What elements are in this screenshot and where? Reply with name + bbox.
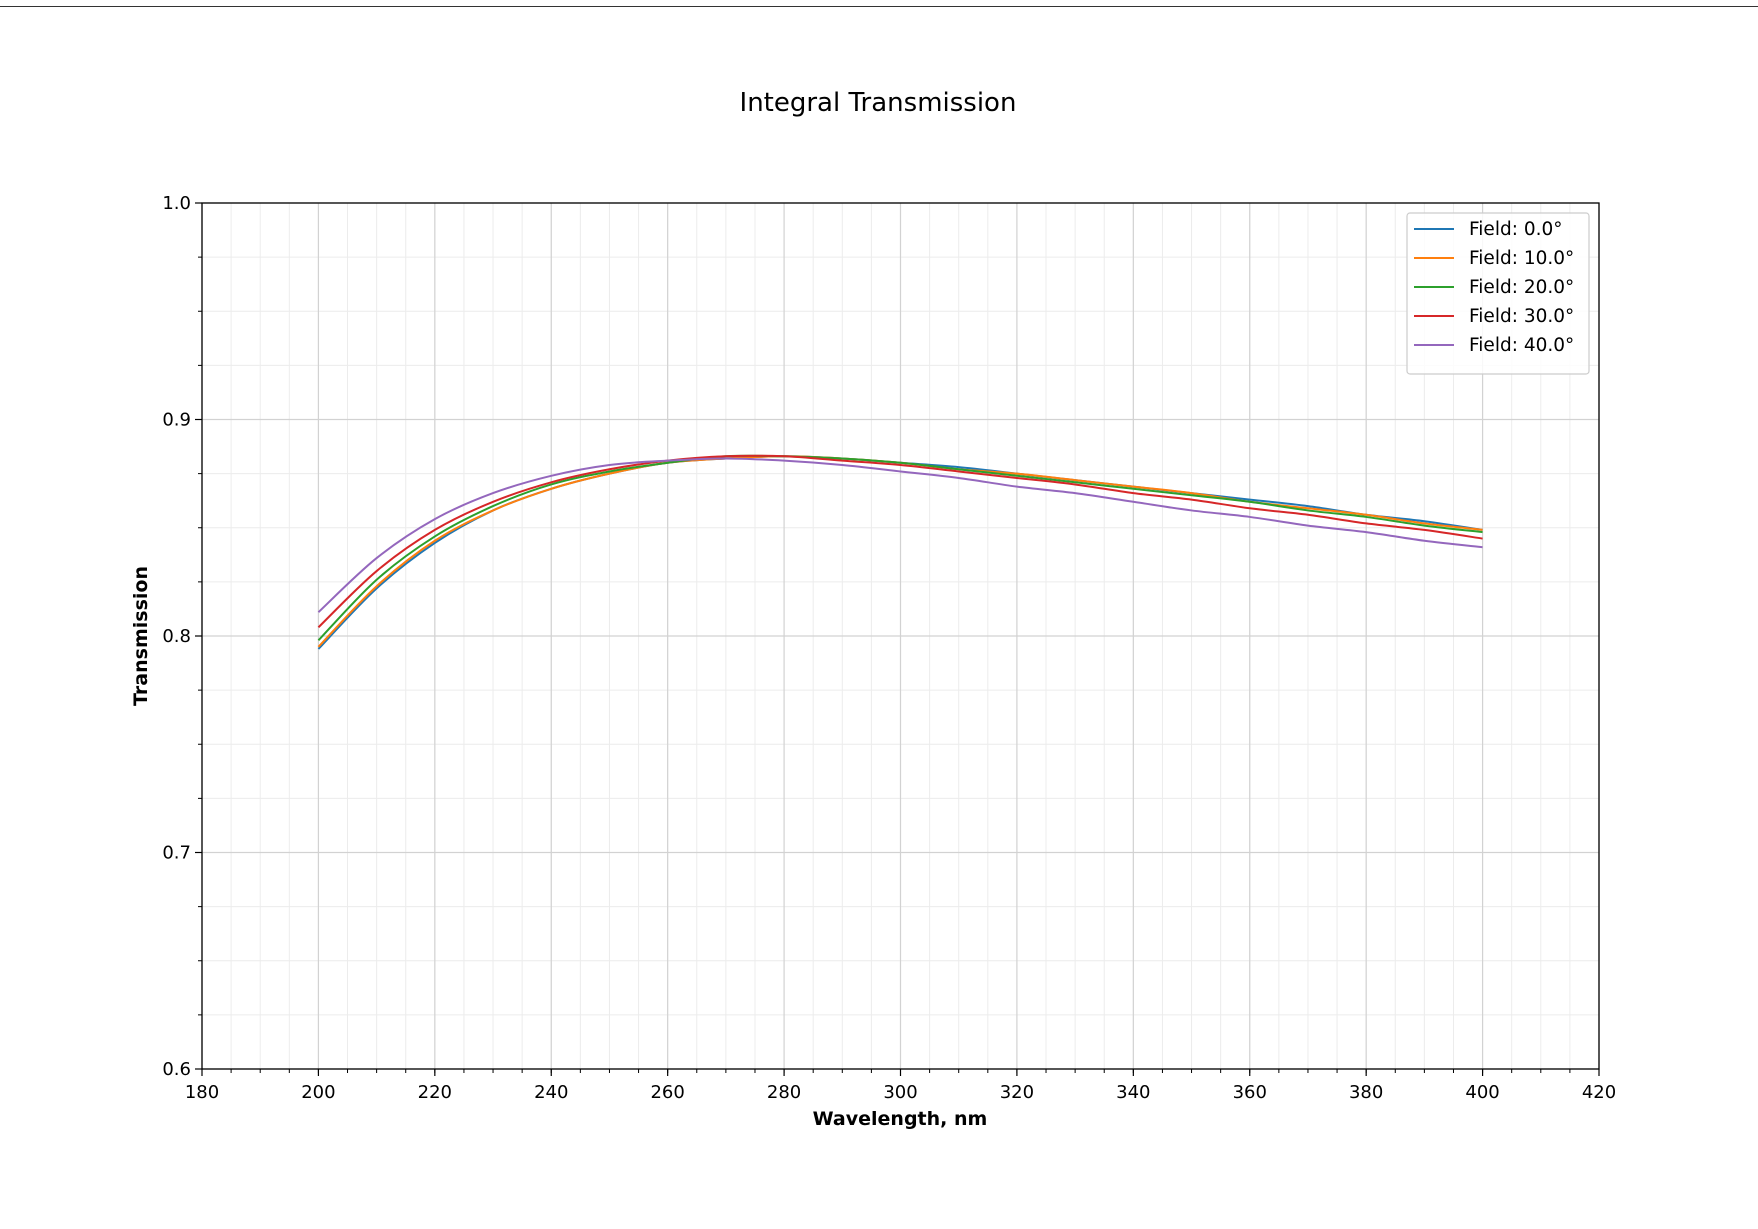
x-tick-label: 260 — [650, 1082, 684, 1103]
top-border-line — [0, 6, 1758, 7]
tick-labels: 180 200 220 240 260 280 300 320 340 360 380 400 420 0… — [162, 193, 1616, 1103]
x-tick-label: 200 — [301, 1082, 335, 1103]
series-line-2 — [317, 454, 1483, 642]
series-line-4 — [317, 457, 1483, 613]
y-tick-label: 0.9 — [162, 410, 191, 431]
y-tick-label: 0.6 — [162, 1059, 191, 1080]
x-tick-label: 340 — [1116, 1082, 1150, 1103]
y-tick-label: 1.0 — [162, 193, 191, 214]
x-tick-label: 420 — [1582, 1082, 1616, 1103]
x-axis-label: Wavelength, nm — [813, 1108, 988, 1130]
major-grid — [201, 202, 1600, 1070]
legend-box — [1406, 212, 1590, 375]
y-axis-label: Transmission — [130, 566, 152, 706]
x-tick-label: 320 — [1000, 1082, 1034, 1103]
x-tick-label: 360 — [1233, 1082, 1267, 1103]
legend-label-2: Field: 20.0° — [1469, 277, 1574, 298]
legend-label-4: Field: 40.0° — [1469, 335, 1574, 356]
x-tick-label: 240 — [534, 1082, 568, 1103]
y-tick-label: 0.7 — [162, 843, 191, 864]
legend-label-3: Field: 30.0° — [1469, 306, 1574, 327]
x-tick-label: 380 — [1349, 1082, 1383, 1103]
x-tick-label: 400 — [1465, 1082, 1499, 1103]
axis-ticks — [195, 202, 1600, 1076]
x-tick-label: 300 — [883, 1082, 917, 1103]
y-tick-label: 0.8 — [162, 626, 191, 647]
series-lines — [317, 454, 1483, 650]
series-line-3 — [317, 454, 1483, 629]
x-tick-label: 280 — [767, 1082, 801, 1103]
legend: Field: 0.0° Field: 10.0° Field: 20.0° Field… — [1406, 212, 1590, 375]
legend-label-1: Field: 10.0° — [1469, 248, 1574, 269]
x-tick-label: 180 — [185, 1082, 219, 1103]
legend-label-0: Field: 0.0° — [1469, 219, 1563, 240]
x-tick-label: 220 — [418, 1082, 452, 1103]
chart-title: Integral Transmission — [740, 88, 1017, 118]
